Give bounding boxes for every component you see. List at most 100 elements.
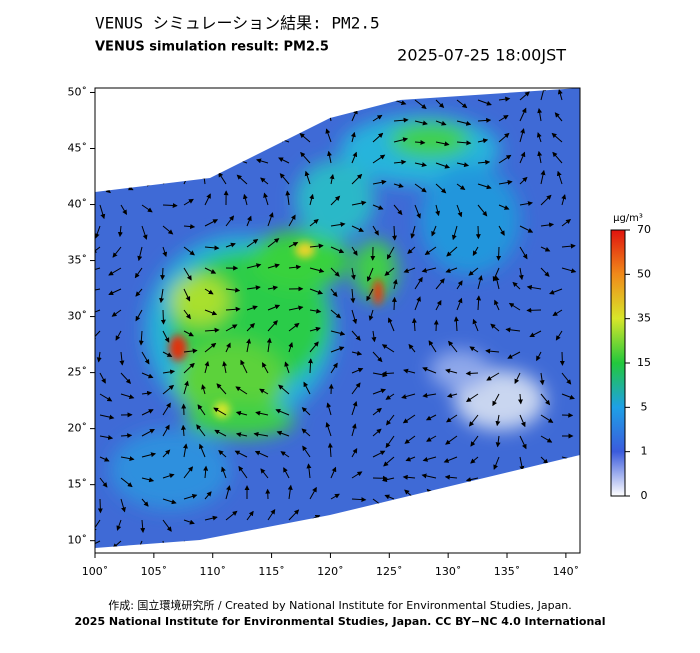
wind-arrow <box>199 153 205 163</box>
wind-arrow <box>197 131 205 142</box>
wind-arrow <box>217 138 226 142</box>
wind-arrow <box>352 541 357 552</box>
wind-arrow <box>352 520 363 529</box>
wind-arrow <box>121 141 134 142</box>
wind-arrow <box>394 298 395 310</box>
x-tick-label: 115˚ <box>258 565 285 578</box>
wind-arrow <box>457 528 461 541</box>
x-tick-label: 100˚ <box>82 565 109 578</box>
y-tick-label: 20˚ <box>68 422 88 435</box>
map: 100˚105˚110˚115˚120˚125˚130˚135˚140˚10˚1… <box>68 85 581 578</box>
wind-arrow <box>216 114 226 121</box>
datetime: 2025-07-25 18:00JST <box>397 46 566 65</box>
wind-arrow <box>142 116 155 121</box>
wind-arrow <box>436 531 440 541</box>
y-tick-label: 35˚ <box>68 254 88 267</box>
wind-arrow <box>450 493 457 499</box>
wind-arrow <box>280 89 289 100</box>
colorbar-tick-label: 0 <box>641 489 648 502</box>
wind-arrow <box>530 520 541 528</box>
wind-arrow <box>373 520 376 530</box>
wind-arrow <box>121 163 135 164</box>
y-tick-label: 45˚ <box>68 142 88 155</box>
wind-arrow <box>259 92 268 100</box>
wind-arrow <box>163 541 165 553</box>
wind-arrow <box>537 499 541 512</box>
y-tick-label: 15˚ <box>68 478 88 491</box>
colorbar <box>611 230 625 496</box>
wind-arrow <box>415 529 418 541</box>
colorbar-tick-label: 70 <box>637 223 651 236</box>
y-tick-label: 10˚ <box>68 534 88 547</box>
wind-arrow <box>184 541 191 549</box>
wind-arrow <box>371 541 373 551</box>
wind-arrow <box>204 88 205 100</box>
wind-arrow <box>435 510 436 520</box>
x-tick-label: 125˚ <box>376 565 403 578</box>
wind-arrow <box>393 527 394 541</box>
wind-arrow <box>100 121 112 125</box>
wind-arrow <box>163 111 171 121</box>
x-tick-label: 110˚ <box>199 565 226 578</box>
wind-arrow <box>307 90 310 100</box>
wind-arrow <box>373 98 384 100</box>
wind-arrow <box>508 535 520 541</box>
wind-arrow <box>289 537 301 541</box>
x-tick-label: 135˚ <box>494 565 521 578</box>
wind-arrow <box>268 534 280 541</box>
wind-arrow <box>517 478 520 489</box>
y-tick-label: 50˚ <box>68 85 88 98</box>
colorbar-tick-label: 35 <box>637 312 651 325</box>
title-ja: VENUS シミュレーション結果: PM2.5 <box>95 14 380 33</box>
wind-arrow <box>454 508 457 520</box>
wind-arrow <box>184 111 185 121</box>
wind-arrow <box>163 205 177 206</box>
wind-arrow <box>427 489 436 499</box>
wind-arrow <box>412 506 415 520</box>
wind-arrow <box>239 92 247 100</box>
wind-arrow <box>255 140 268 142</box>
wind-arrow <box>529 541 541 543</box>
wind-arrow <box>162 268 163 279</box>
wind-arrow <box>163 310 164 324</box>
wind-arrow <box>142 135 154 142</box>
wind-arrow <box>237 117 247 121</box>
wind-arrow <box>278 115 289 121</box>
wind-arrow <box>352 91 362 100</box>
wind-arrow <box>554 541 562 548</box>
wind-arrow <box>466 373 478 374</box>
x-tick-label: 120˚ <box>317 565 344 578</box>
wind-arrow <box>163 93 175 100</box>
wind-arrow <box>183 129 184 142</box>
wind-arrow <box>562 499 565 512</box>
colorbar-tick-label: 1 <box>641 445 648 458</box>
wind-arrow <box>478 226 479 238</box>
x-tick-label: 130˚ <box>435 565 462 578</box>
wind-arrow <box>303 113 310 121</box>
wind-arrow <box>100 163 111 166</box>
wind-arrow <box>310 541 321 542</box>
credit: 作成: 国立環境研究所 / Created by National Instit… <box>108 598 572 612</box>
y-tick-label: 30˚ <box>68 310 88 323</box>
license: 2025 National Institute for Environmenta… <box>74 615 605 628</box>
wind-arrow <box>255 117 268 121</box>
wind-arrow <box>488 478 499 487</box>
wind-arrow <box>100 100 110 109</box>
colorbar-tick-label: 50 <box>637 267 651 280</box>
x-tick-label: 105˚ <box>141 565 168 578</box>
wind-arrow <box>512 499 520 505</box>
wind-arrow <box>121 100 131 105</box>
wind-arrow <box>558 520 562 530</box>
wind-arrow <box>234 139 247 142</box>
wind-arrow <box>198 109 205 121</box>
wind-arrow <box>494 532 499 541</box>
wind-arrow <box>247 537 256 541</box>
wind-arrow <box>100 142 110 144</box>
wind-arrow <box>490 515 499 520</box>
colorbar-tick-label: 15 <box>637 356 651 369</box>
y-tick-label: 40˚ <box>68 198 88 211</box>
wind-arrow <box>331 541 343 549</box>
wind-arrow <box>121 435 131 436</box>
